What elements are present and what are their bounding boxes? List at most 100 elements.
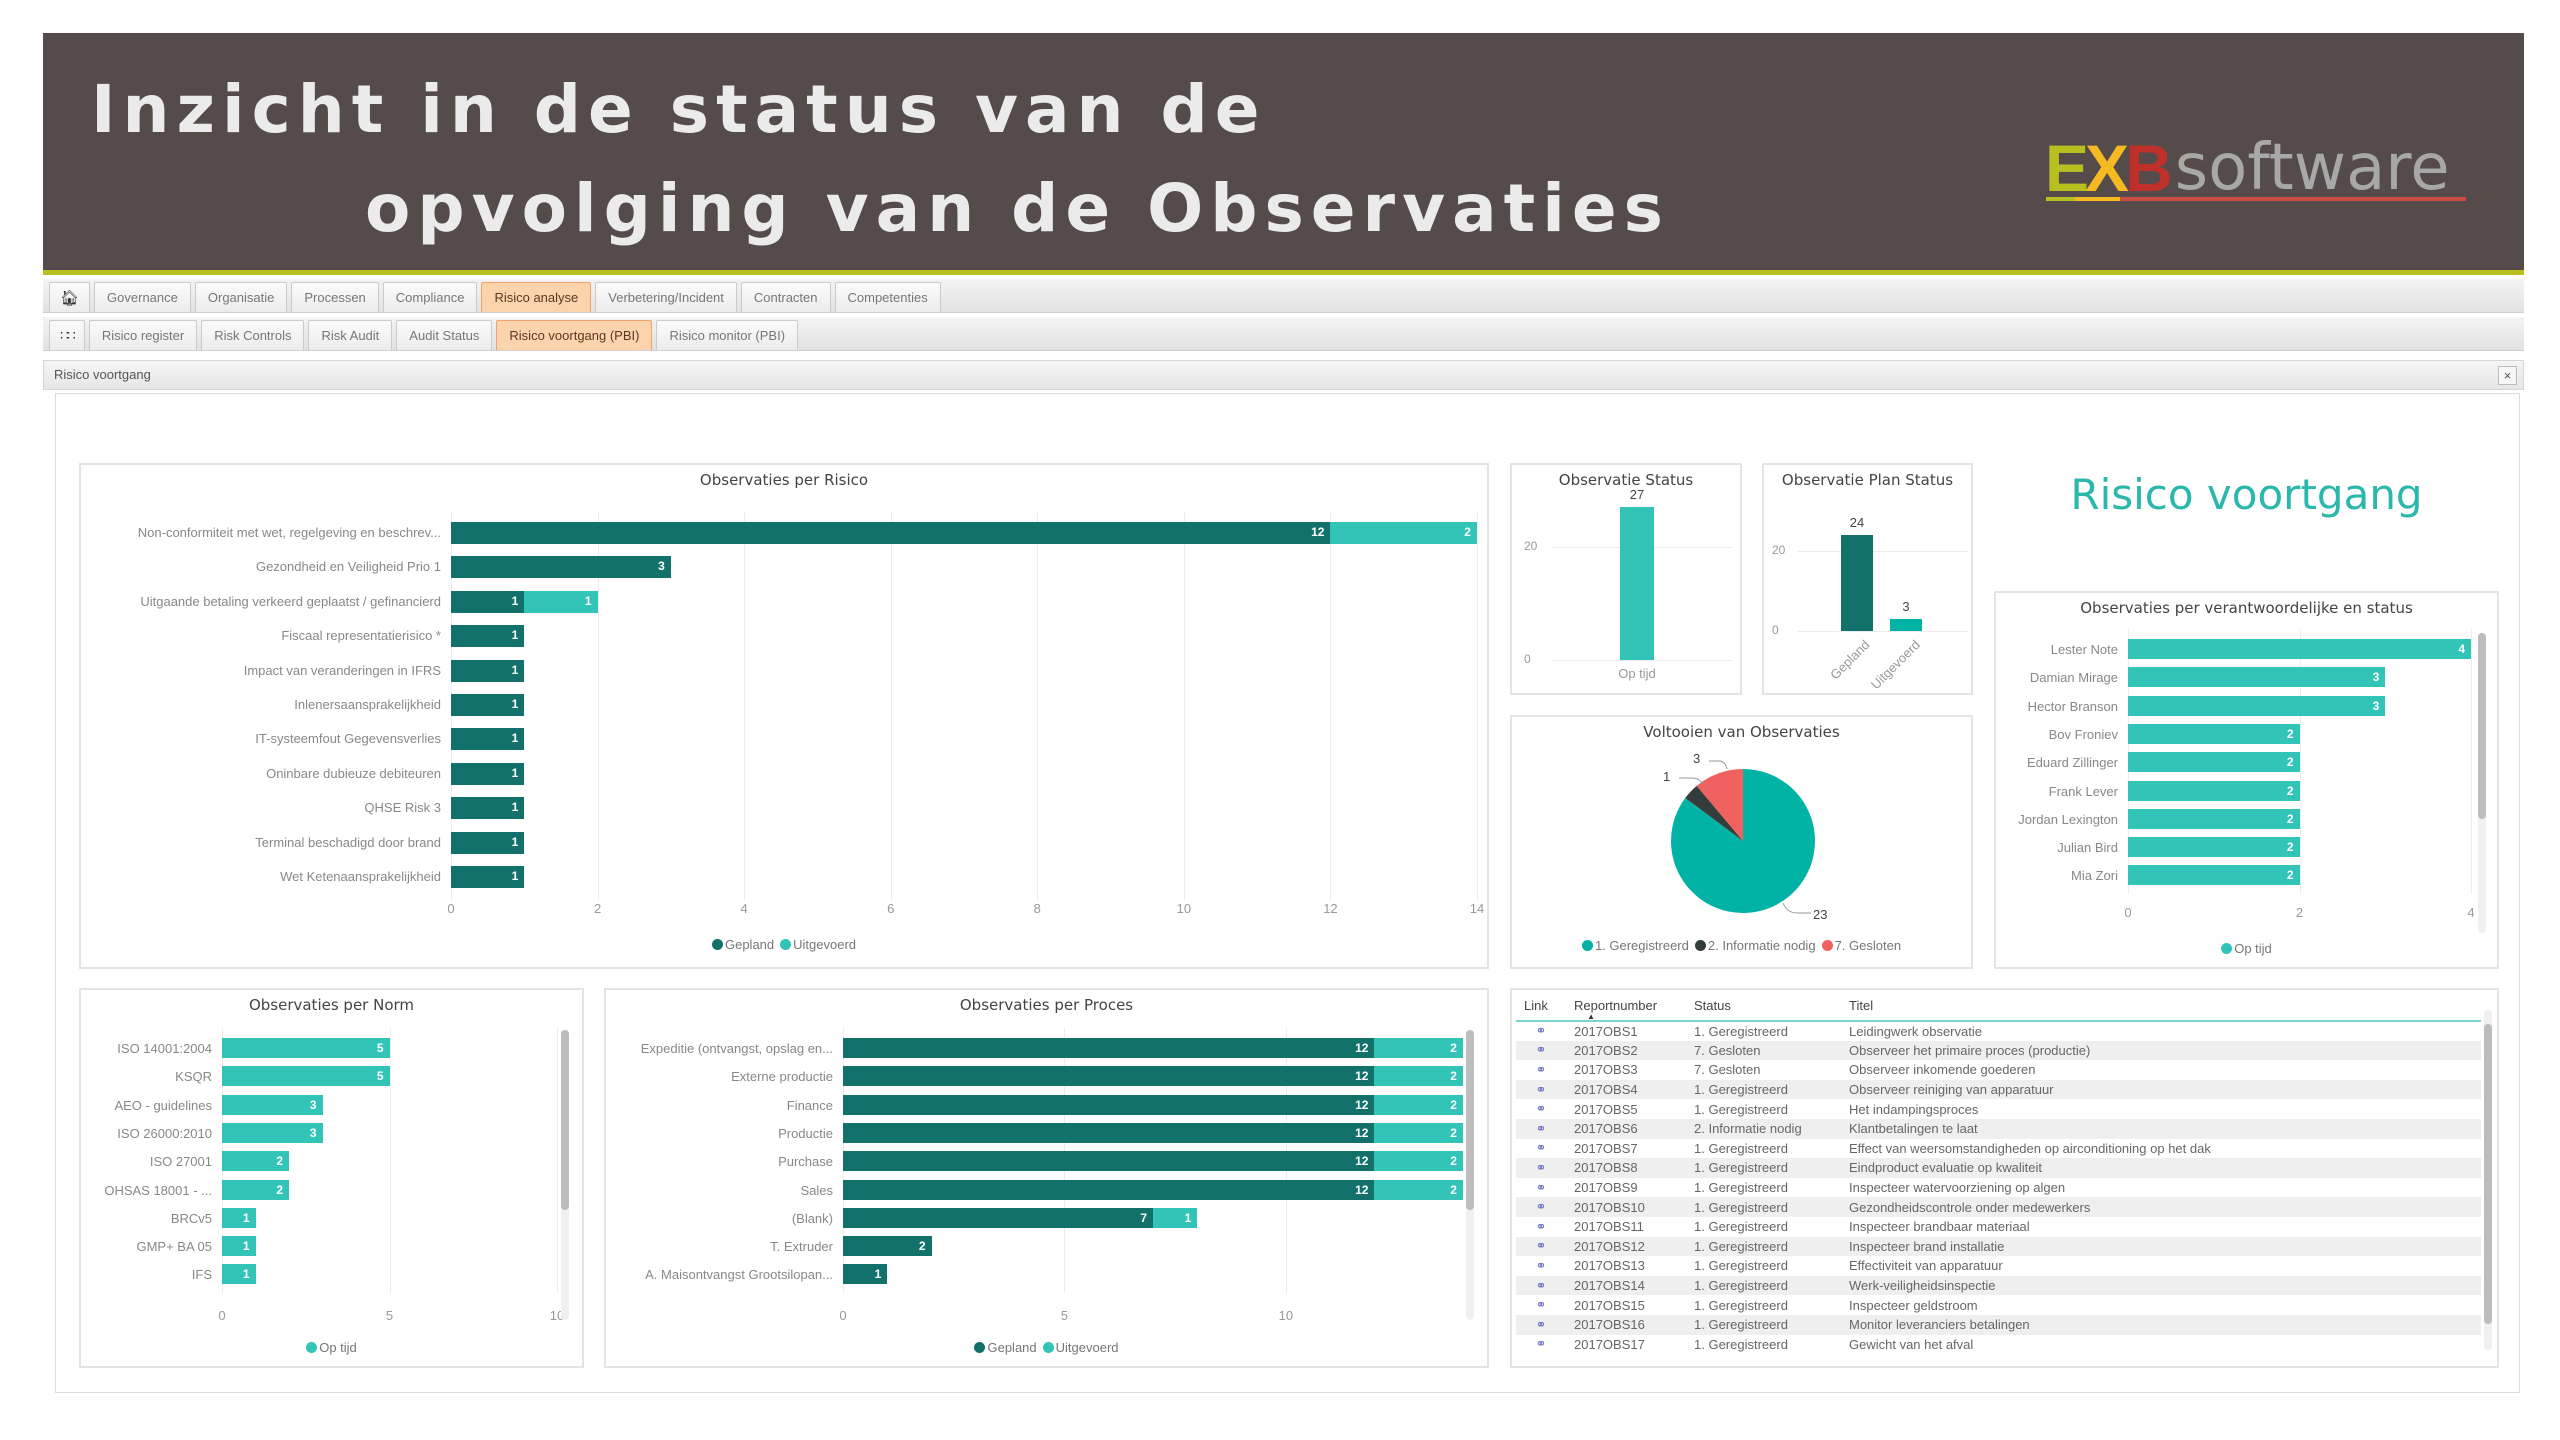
table-row[interactable]: ⚭ 2017OBS2 7. Gesloten Observeer het primai…	[1516, 1040, 2481, 1061]
bar-segment[interactable]: 12	[843, 1151, 1375, 1172]
chart-scrollbar[interactable]	[561, 1030, 569, 1320]
subtab-risk-audit[interactable]: Risk Audit	[308, 320, 393, 350]
legend-item[interactable]: 2. Informatie nodig	[1694, 938, 1816, 953]
table-row[interactable]: ⚭ 2017OBS15 1. Geregistreerd Inspecteer gel…	[1516, 1295, 2481, 1315]
legend-item[interactable]: Uitgevoerd	[780, 937, 856, 952]
table-scrollbar[interactable]	[2484, 1010, 2492, 1350]
chart-observaties-per-norm[interactable]: Observaties per Norm 0 5 10 ISO 14001:2004 5…	[79, 988, 584, 1368]
bar-segment[interactable]: 1	[451, 797, 525, 820]
bar-segment[interactable]: 2	[1330, 522, 1477, 544]
tab-verbetering-incident[interactable]: Verbetering/Incident	[595, 282, 737, 312]
bar[interactable]	[1890, 619, 1922, 631]
legend-item[interactable]: Gepland	[711, 937, 774, 952]
bar-segment[interactable]: 1	[843, 1264, 888, 1285]
bar-segment[interactable]: 1	[451, 659, 525, 682]
link-icon[interactable]: ⚭	[1535, 1159, 1547, 1175]
chart-scrollbar[interactable]	[2478, 633, 2486, 933]
table-row[interactable]: ⚭ 2017OBS16 1. Geregistreerd Monitor levera…	[1516, 1314, 2481, 1335]
table-row[interactable]: ⚭ 2017OBS4 1. Geregistreerd Observeer reini…	[1516, 1079, 2481, 1100]
bar[interactable]	[1620, 507, 1654, 660]
home-button[interactable]: 🏠︎	[49, 282, 91, 312]
scrollbar-thumb[interactable]	[1466, 1030, 1474, 1210]
bar-segment[interactable]: 2	[1374, 1094, 1463, 1115]
table-row[interactable]: ⚭ 2017OBS1 1. Geregistreerd Leidingwerk obs…	[1516, 1021, 2481, 1041]
link-icon[interactable]: ⚭	[1535, 1277, 1547, 1293]
chart-scrollbar[interactable]	[1466, 1030, 1474, 1320]
scrollbar-thumb[interactable]	[2478, 633, 2486, 819]
legend-item[interactable]: Op tijd	[306, 1340, 357, 1355]
column-header-titel[interactable]: Titel	[1841, 992, 2481, 1022]
column-header-reportnumber[interactable]: Reportnumber▲	[1566, 992, 1686, 1022]
link-icon[interactable]: ⚭	[1535, 1218, 1547, 1234]
bar-segment[interactable]: 2	[843, 1236, 932, 1257]
bar-segment[interactable]: 2	[2128, 837, 2300, 858]
apps-grid-button[interactable]: ∷∷	[49, 320, 85, 350]
table-row[interactable]: ⚭ 2017OBS5 1. Geregistreerd Het indampingsp…	[1516, 1099, 2481, 1119]
bar-segment[interactable]: 3	[2128, 667, 2386, 688]
legend-item[interactable]: Gepland	[974, 1340, 1037, 1355]
subtab-risico-voortgang-pbi-[interactable]: Risico voortgang (PBI)	[496, 320, 653, 350]
tab-governance[interactable]: Governance	[94, 282, 191, 312]
legend-item[interactable]: 7. Gesloten	[1821, 938, 1901, 953]
bar-segment[interactable]: 12	[451, 522, 1331, 544]
bar-segment[interactable]: 2	[2128, 808, 2300, 829]
link-icon[interactable]: ⚭	[1535, 1101, 1547, 1117]
bar-segment[interactable]: 1	[222, 1264, 256, 1285]
table-row[interactable]: ⚭ 2017OBS12 1. Geregistreerd Inspecteer bra…	[1516, 1236, 2481, 1257]
bar-segment[interactable]: 1	[451, 831, 525, 854]
table-row[interactable]: ⚭ 2017OBS14 1. Geregistreerd Werk-veilighei…	[1516, 1275, 2481, 1296]
bar[interactable]	[1841, 535, 1873, 631]
link-icon[interactable]: ⚭	[1535, 1199, 1547, 1215]
bar-segment[interactable]: 12	[843, 1038, 1375, 1058]
tab-compliance[interactable]: Compliance	[382, 282, 478, 312]
bar-segment[interactable]: 1	[1153, 1207, 1198, 1228]
bar-segment[interactable]: 1	[451, 866, 525, 888]
bar-segment[interactable]: 1	[524, 590, 598, 613]
chart-observatie-plan-status[interactable]: Observatie Plan Status 0 20 24 Gepland 3 Uitg…	[1762, 463, 1973, 695]
bar-segment[interactable]: 2	[2128, 723, 2300, 744]
bar-segment[interactable]: 3	[222, 1094, 323, 1115]
legend-item[interactable]: 1. Geregistreerd	[1581, 938, 1689, 953]
chart-observaties-per-proces[interactable]: Observaties per Proces 0 5 10 Expeditie (on…	[604, 988, 1489, 1368]
link-icon[interactable]: ⚭	[1535, 1081, 1547, 1097]
table-row[interactable]: ⚭ 2017OBS9 1. Geregistreerd Inspecteer wate…	[1516, 1178, 2481, 1198]
chart-observaties-per-risico[interactable]: Observaties per Risico 0 2 4 6 8 10 12 14 Non-co…	[79, 463, 1489, 969]
bar-segment[interactable]: 5	[222, 1066, 390, 1087]
bar-segment[interactable]: 1	[451, 728, 525, 751]
table-row[interactable]: ⚭ 2017OBS10 1. Geregistreerd Gezondheidscon…	[1516, 1197, 2481, 1217]
bar-segment[interactable]: 1	[222, 1207, 256, 1228]
scrollbar-thumb[interactable]	[561, 1030, 569, 1210]
bar-segment[interactable]: 1	[222, 1236, 256, 1257]
link-icon[interactable]: ⚭	[1535, 1336, 1547, 1352]
table-row[interactable]: ⚭ 2017OBS17 1. Geregistreerd Gewicht van he…	[1516, 1335, 2481, 1355]
chart-voltooien-van-observaties[interactable]: Voltooien van Observaties 23 1 3 1. Geregis…	[1510, 715, 1973, 969]
tab-risico-analyse[interactable]: Risico analyse	[481, 282, 592, 312]
pie-slice[interactable]	[1696, 769, 1743, 841]
table-row[interactable]: ⚭ 2017OBS11 1. Geregistreerd Inspecteer bra…	[1516, 1217, 2481, 1237]
link-icon[interactable]: ⚭	[1535, 1316, 1547, 1332]
table-row[interactable]: ⚭ 2017OBS6 2. Informatie nodig Klantbetalin…	[1516, 1118, 2481, 1139]
subtab-risico-register[interactable]: Risico register	[88, 320, 198, 350]
tab-processen[interactable]: Processen	[291, 282, 379, 312]
tab-contracten[interactable]: Contracten	[740, 282, 831, 312]
bar-segment[interactable]: 2	[1374, 1066, 1463, 1087]
bar-segment[interactable]: 1	[451, 694, 525, 716]
bar-segment[interactable]: 7	[843, 1207, 1153, 1228]
bar-segment[interactable]: 3	[2128, 695, 2386, 716]
bar-segment[interactable]: 2	[222, 1179, 289, 1200]
bar-segment[interactable]: 5	[222, 1038, 390, 1058]
bar-segment[interactable]: 2	[1374, 1179, 1463, 1200]
link-icon[interactable]: ⚭	[1535, 1257, 1547, 1273]
bar-segment[interactable]: 1	[451, 762, 525, 785]
bar-segment[interactable]: 2	[1374, 1122, 1463, 1143]
tab-organisatie[interactable]: Organisatie	[194, 282, 288, 312]
subtab-audit-status[interactable]: Audit Status	[396, 320, 493, 350]
bar-segment[interactable]: 2	[2128, 752, 2300, 773]
pie-slice[interactable]	[1685, 785, 1743, 841]
bar-segment[interactable]: 1	[451, 590, 525, 613]
bar-segment[interactable]: 3	[222, 1122, 323, 1143]
legend-item[interactable]: Op tijd	[2221, 941, 2272, 956]
column-header-link[interactable]: Link	[1516, 992, 1566, 1022]
link-icon[interactable]: ⚭	[1535, 1120, 1547, 1136]
bar-segment[interactable]: 12	[843, 1066, 1375, 1087]
